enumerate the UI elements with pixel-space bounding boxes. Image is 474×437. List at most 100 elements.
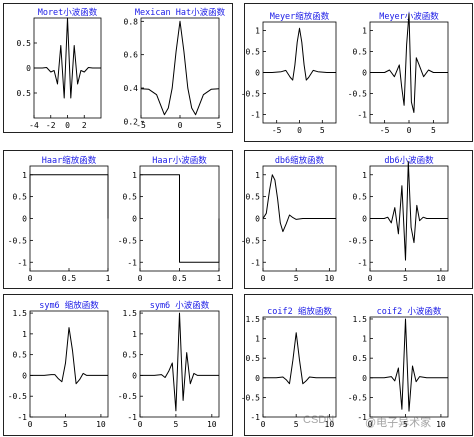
- x-tick-label: 5: [63, 420, 68, 429]
- axes-box: [139, 310, 220, 418]
- x-tick-label: 0: [138, 420, 143, 429]
- y-tick-label: 0.5: [246, 47, 261, 56]
- x-tick-label: 5: [431, 126, 436, 135]
- y-tick-label: -0.5: [8, 236, 27, 245]
- x-tick-label: 0: [28, 274, 33, 283]
- y-tick-label: -1: [357, 258, 367, 267]
- y-tick-label: 0: [255, 69, 260, 78]
- y-tick-label: -1: [127, 413, 137, 422]
- series-line: [262, 174, 336, 233]
- watermark-source: CSDN: [303, 414, 335, 426]
- x-tick-label: 0: [138, 274, 143, 283]
- y-tick-label: 0: [255, 374, 260, 383]
- y-tick-label: -1: [17, 413, 27, 422]
- y-tick-label: 0: [362, 374, 367, 383]
- series-line: [370, 318, 448, 412]
- x-tick-label: 5: [294, 274, 299, 283]
- chart-title: db6小波函数: [384, 155, 434, 166]
- x-tick-label: 1: [106, 274, 111, 283]
- x-tick-label: -5: [272, 126, 282, 135]
- x-tick-label: 5: [173, 420, 178, 429]
- y-tick-label: 1: [255, 171, 260, 180]
- x-tick-label: 0.5: [172, 274, 187, 283]
- y-tick-label: -0.5: [348, 236, 367, 245]
- y-tick-label: 0: [362, 215, 367, 224]
- x-tick-label: 0: [261, 420, 266, 429]
- axes-box: [29, 165, 109, 272]
- y-tick-label: 0.5: [353, 193, 368, 202]
- x-tick-label: -5: [380, 126, 390, 135]
- y-tick-label: -0.5: [118, 236, 137, 245]
- chart-title: Meyer缩放函数: [270, 11, 330, 22]
- y-tick-label: 0.5: [17, 89, 32, 98]
- chart-title: Haar小波函数: [152, 155, 207, 166]
- watermark-author: @电子异术家: [365, 417, 432, 429]
- axes-box: [262, 316, 337, 418]
- x-tick-label: 0: [261, 274, 266, 283]
- chart-title: sym6 小波函数: [150, 300, 210, 311]
- series-line: [370, 13, 448, 113]
- chart-title: Haar缩放函数: [42, 155, 97, 166]
- x-tick-label: 5: [403, 274, 408, 283]
- series-line: [263, 332, 336, 385]
- y-tick-label: 0.5: [13, 193, 28, 202]
- x-tick-label: -2: [46, 121, 56, 130]
- y-tick-label: 0: [132, 371, 137, 380]
- series-line: [370, 161, 448, 261]
- y-tick-label: 1: [362, 335, 367, 344]
- chart-title: coif2 小波函数: [377, 306, 442, 317]
- x-tick-label: 10: [436, 420, 446, 429]
- y-tick-label: -1: [127, 258, 137, 267]
- axes-box: [140, 17, 220, 119]
- x-tick-label: -5: [136, 121, 146, 130]
- y-tick-label: -0.5: [348, 90, 367, 99]
- y-tick-label: 1: [132, 330, 137, 339]
- y-tick-label: -1: [250, 258, 260, 267]
- y-tick-label: 0.5: [123, 193, 138, 202]
- y-tick-label: -0.5: [241, 90, 260, 99]
- y-tick-label: 1: [362, 26, 367, 35]
- y-tick-label: 0: [22, 215, 27, 224]
- panel-frame-coif2: [244, 294, 473, 436]
- x-tick-label: 0.5: [62, 274, 77, 283]
- x-tick-label: 0: [297, 126, 302, 135]
- panel-frame-haar: [3, 150, 233, 289]
- y-tick-label: 1: [22, 330, 27, 339]
- y-tick-label: 1.5: [13, 309, 28, 318]
- chart-title: sym6 缩放函数: [39, 300, 99, 311]
- y-tick-label: 0.2: [124, 117, 139, 126]
- x-tick-label: 1: [217, 274, 222, 283]
- x-tick-label: 10: [325, 274, 335, 283]
- y-tick-label: 0: [26, 64, 31, 73]
- series-line: [34, 17, 101, 99]
- y-tick-label: 1: [255, 335, 260, 344]
- series-line: [29, 174, 109, 219]
- y-tick-label: 0.6: [124, 51, 139, 60]
- y-tick-label: 0.5: [246, 354, 261, 363]
- y-tick-label: 1.5: [246, 315, 261, 324]
- x-tick-label: 0: [28, 420, 33, 429]
- x-tick-label: 0: [368, 420, 373, 429]
- y-tick-label: 1: [255, 26, 260, 35]
- x-tick-label: 10: [207, 420, 217, 429]
- y-tick-label: 1: [22, 171, 27, 180]
- x-tick-label: 10: [436, 274, 446, 283]
- y-tick-label: 0: [362, 69, 367, 78]
- x-tick-label: 10: [325, 420, 335, 429]
- panel-frame-db6: [244, 150, 473, 289]
- panel-frame-sym6: [3, 294, 233, 436]
- x-tick-label: 0: [407, 126, 412, 135]
- y-tick-label: 0.5: [246, 193, 261, 202]
- y-tick-label: 0.5: [123, 351, 138, 360]
- y-tick-label: -0.5: [348, 393, 367, 402]
- chart-title: db6缩放函数: [275, 155, 325, 166]
- x-tick-label: 0: [368, 274, 373, 283]
- y-tick-label: -0.5: [8, 392, 27, 401]
- y-tick-label: 0.5: [17, 39, 32, 48]
- series-line: [30, 327, 108, 385]
- y-tick-label: -1: [357, 413, 367, 422]
- y-tick-label: 1.5: [353, 315, 368, 324]
- y-tick-label: -0.5: [241, 236, 260, 245]
- axes-box: [369, 316, 449, 418]
